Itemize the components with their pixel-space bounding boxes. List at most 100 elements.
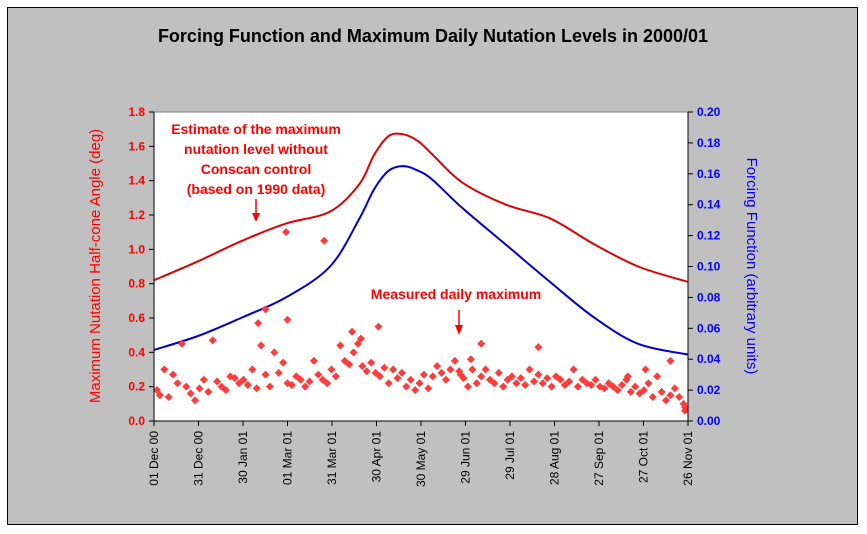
chart: Forcing Function and Maximum Daily Nutat… [87, 26, 760, 487]
right-tick-label: 0.10 [697, 260, 721, 274]
measured-point [641, 365, 650, 374]
measured-point [631, 382, 640, 391]
measured-point [556, 375, 565, 384]
right-tick-label: 0.00 [697, 414, 721, 428]
measured-point [538, 379, 547, 388]
measured-point [477, 372, 486, 381]
measured-point [323, 379, 332, 388]
measured-point [327, 365, 336, 374]
measured-point [257, 341, 266, 350]
measured-point [406, 375, 415, 384]
measured-point [270, 348, 279, 357]
measured-point [356, 334, 365, 343]
measured-point [534, 370, 543, 379]
left-tick-label: 0.2 [128, 380, 145, 394]
left-tick-label: 1.8 [128, 105, 145, 119]
measured-point [301, 382, 310, 391]
measured-annotation: Measured daily maximum [371, 286, 541, 302]
plot-area [153, 111, 689, 422]
estimate-series-group [153, 132, 689, 283]
measured-point [282, 228, 291, 237]
measured-point [617, 380, 626, 389]
measured-point [424, 384, 433, 393]
left-tick-label: 0.6 [128, 311, 145, 325]
measured-point [466, 355, 475, 364]
measured-point [428, 372, 437, 381]
measured-point [213, 377, 222, 386]
x-tick-label: 30 May 01 [414, 431, 428, 487]
estimate-annotation-line: (based on 1990 data) [187, 181, 326, 197]
measured-point [666, 391, 675, 400]
chart-frame: Forcing Function and Maximum Daily Nutat… [7, 7, 858, 525]
x-tick-label: 30 Apr 01 [370, 431, 384, 483]
measured-point [499, 382, 508, 391]
estimate-annotation-line: nutation level without [184, 141, 328, 157]
measured-point [155, 391, 164, 400]
right-axis-label: Forcing Function (arbitrary units) [743, 158, 760, 375]
measured-point [345, 360, 354, 369]
estimate-annotation-line: Estimate of the maximum [171, 121, 341, 137]
measured-point [336, 341, 345, 350]
right-tick-label: 0.20 [697, 105, 721, 119]
measured-point [472, 379, 481, 388]
measured-point [380, 363, 389, 372]
measured-point [450, 356, 459, 365]
measured-point [320, 236, 329, 245]
left-tick-label: 1.2 [128, 208, 145, 222]
estimate-annotation-arrowhead [252, 213, 260, 222]
x-tick-label: 01 Dec 00 [147, 431, 161, 486]
measured-point [565, 377, 574, 386]
measured-point [547, 382, 556, 391]
left-tick-label: 1.6 [128, 139, 145, 153]
measured-point [657, 387, 666, 396]
measured-point [173, 379, 182, 388]
measured-point [534, 343, 543, 352]
measured-point [543, 374, 552, 383]
measured-point [265, 382, 274, 391]
left-tick-label: 0.0 [128, 414, 145, 428]
measured-point [309, 356, 318, 365]
measured-point [164, 392, 173, 401]
measured-point [362, 367, 371, 376]
right-tick-label: 0.08 [697, 290, 721, 304]
measured-point [314, 370, 323, 379]
forcing-series-group [153, 165, 689, 356]
right-tick-label: 0.06 [697, 321, 721, 335]
measured-point [670, 384, 679, 393]
left-tick-label: 1.0 [128, 242, 145, 256]
measured-point [254, 319, 263, 328]
x-tick-label: 26 Nov 01 [681, 431, 695, 486]
measured-point [591, 375, 600, 384]
measured-point [681, 403, 689, 412]
measured-point [433, 362, 442, 371]
measured-point [644, 379, 653, 388]
left-axis-label: Maximum Nutation Half-cone Angle (deg) [87, 129, 104, 403]
measured-point [204, 387, 213, 396]
measured-point [279, 358, 288, 367]
measured-point [230, 374, 239, 383]
measured-point [375, 372, 384, 381]
measured-point [512, 379, 521, 388]
measured-point [626, 387, 635, 396]
measured-point [169, 370, 178, 379]
measured-point [587, 380, 596, 389]
measured-point [521, 380, 530, 389]
measured-point [393, 374, 402, 383]
measured-annotation-arrowhead [455, 325, 463, 335]
measured-point [666, 356, 675, 365]
measured-point [252, 384, 261, 393]
measured-point [441, 375, 450, 384]
right-tick-label: 0.14 [697, 198, 721, 212]
right-tick-label: 0.12 [697, 229, 721, 243]
measured-point [411, 386, 420, 395]
measured-point [525, 365, 534, 374]
measured-point [468, 365, 477, 374]
annotations-group: Estimate of the maximum nutation level wi… [171, 121, 541, 335]
right-tick-label: 0.18 [697, 136, 721, 150]
measured-point [384, 379, 393, 388]
measured-point [177, 339, 186, 348]
measured-point [529, 377, 538, 386]
x-tick-label: 29 Jul 01 [503, 431, 517, 480]
chart-title: Forcing Function and Maximum Daily Nutat… [158, 26, 708, 46]
measured-point [208, 336, 217, 345]
